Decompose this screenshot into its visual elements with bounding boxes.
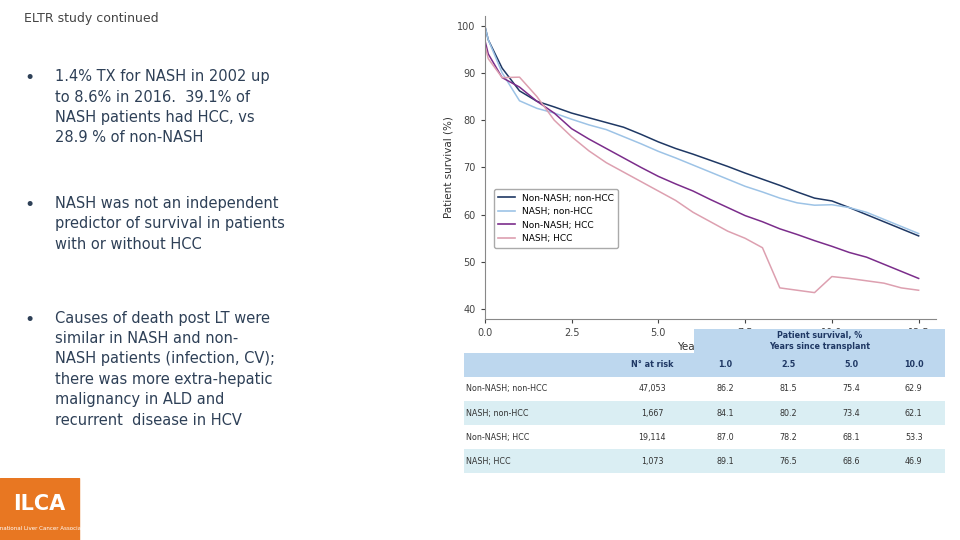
Text: •: •: [24, 69, 35, 87]
Text: •: •: [24, 310, 35, 329]
Text: 2.5: 2.5: [781, 360, 795, 369]
Text: 46.9: 46.9: [905, 457, 923, 465]
Text: 1.0: 1.0: [718, 360, 732, 369]
Text: •: •: [24, 196, 35, 214]
Text: 89.1: 89.1: [716, 457, 734, 465]
Bar: [464, 449, 946, 473]
X-axis label: Year since LT: Year since LT: [677, 342, 744, 352]
Text: 68.6: 68.6: [842, 457, 860, 465]
Text: International Liver Cancer Association: International Liver Cancer Association: [0, 526, 91, 531]
Text: 62.9: 62.9: [905, 384, 923, 394]
Text: Non-NASH; HCC: Non-NASH; HCC: [467, 433, 530, 442]
Text: 1.4% TX for NASH in 2002 up
to 8.6% in 2016.  39.1% of
NASH patients had HCC, vs: 1.4% TX for NASH in 2002 up to 8.6% in 2…: [56, 69, 270, 145]
Text: Patient survival, %
Years since transplant: Patient survival, % Years since transpla…: [769, 330, 870, 350]
Text: 81.5: 81.5: [780, 384, 797, 394]
Text: 5.0: 5.0: [844, 360, 858, 369]
Text: 20 ► 22 September 2019 | Chicago, USA: 20 ► 22 September 2019 | Chicago, USA: [93, 517, 320, 528]
Text: 53.3: 53.3: [905, 433, 923, 442]
Text: 73.4: 73.4: [842, 408, 860, 417]
Text: 19,114: 19,114: [638, 433, 666, 442]
Text: NASH; non-HCC: NASH; non-HCC: [467, 408, 529, 417]
Text: 62.1: 62.1: [905, 408, 923, 417]
Text: 76.5: 76.5: [780, 457, 797, 465]
Text: 1,667: 1,667: [641, 408, 663, 417]
Text: 84.1: 84.1: [717, 408, 734, 417]
Text: NASH; HCC: NASH; HCC: [467, 457, 511, 465]
Text: Annual Conference: Annual Conference: [132, 493, 277, 506]
Bar: [694, 329, 946, 353]
Text: 86.2: 86.2: [716, 384, 734, 394]
Text: 1,073: 1,073: [641, 457, 663, 465]
Text: NASH was not an independent
predictor of survival in patients
with or without HC: NASH was not an independent predictor of…: [56, 196, 285, 252]
Y-axis label: Patient survival (%): Patient survival (%): [444, 117, 453, 218]
Text: ELTR study continued: ELTR study continued: [24, 12, 158, 25]
Text: Causes of death post LT were
similar in NASH and non-
NASH patients (infection, : Causes of death post LT were similar in …: [56, 310, 276, 428]
Text: 47,053: 47,053: [638, 384, 666, 394]
Text: N° at risk: N° at risk: [631, 360, 673, 369]
Text: th: th: [125, 490, 135, 499]
Bar: [0, 478, 79, 540]
Text: 87.0: 87.0: [716, 433, 734, 442]
Text: 68.1: 68.1: [842, 433, 860, 442]
Text: 75.4: 75.4: [842, 384, 860, 394]
Text: 80.2: 80.2: [780, 408, 797, 417]
Text: 13: 13: [93, 493, 111, 506]
Text: 10.0: 10.0: [904, 360, 924, 369]
Text: 78.2: 78.2: [780, 433, 797, 442]
Legend: Non-NASH; non-HCC, NASH; non-HCC, Non-NASH; HCC, NASH; HCC: Non-NASH; non-HCC, NASH; non-HCC, Non-NA…: [493, 189, 618, 247]
Bar: [464, 377, 946, 401]
Text: ILCA: ILCA: [13, 494, 65, 514]
Text: Non-NASH; non-HCC: Non-NASH; non-HCC: [467, 384, 548, 394]
Bar: [464, 353, 946, 377]
Bar: [464, 425, 946, 449]
Bar: [464, 401, 946, 425]
